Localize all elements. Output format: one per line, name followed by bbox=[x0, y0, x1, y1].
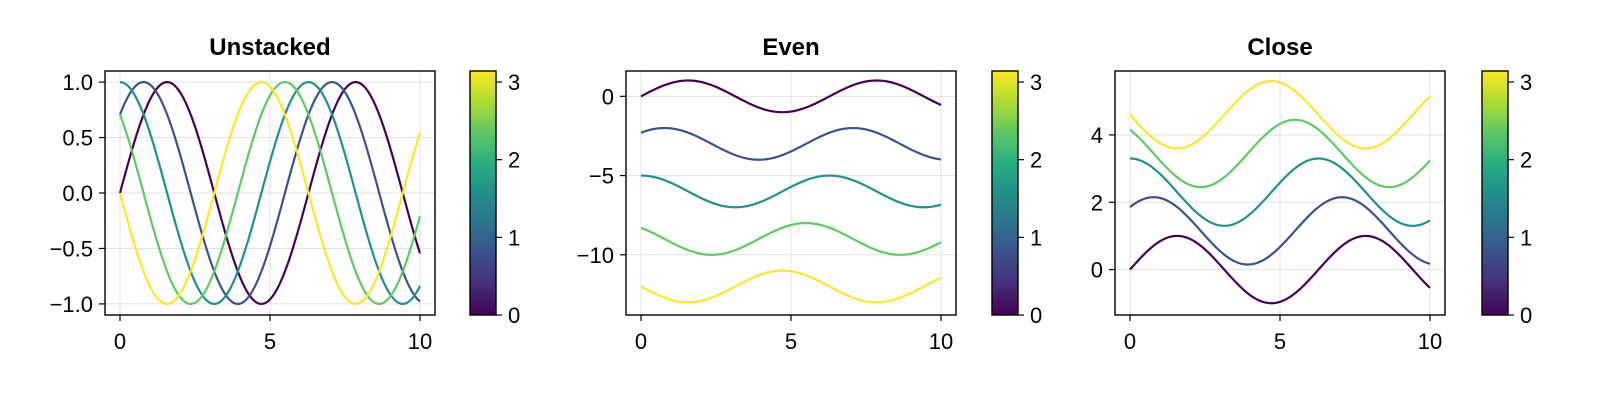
colorbar-frame bbox=[1481, 70, 1509, 316]
panel-even: Even 0 5 10 0 −5 −10 0 1 2 3 bbox=[577, 34, 1043, 354]
series-line-4 bbox=[118, 80, 422, 305]
colorbar: 0 1 2 3 bbox=[991, 70, 1042, 328]
y-tick-label: −1.0 bbox=[50, 292, 93, 317]
ticks: 0 5 10 0 2 4 bbox=[1091, 123, 1442, 354]
chart-title: Unstacked bbox=[209, 34, 330, 61]
series-group bbox=[118, 80, 422, 306]
y-tick-label: 2 bbox=[1091, 190, 1103, 215]
colorbar-frame bbox=[469, 70, 497, 316]
y-tick-label: 0.5 bbox=[62, 126, 93, 151]
y-tick-label: −5 bbox=[589, 164, 614, 189]
y-tick-label: −0.5 bbox=[50, 236, 93, 261]
series-line-2 bbox=[1129, 157, 1431, 227]
y-tick-label: 4 bbox=[1091, 123, 1103, 148]
series-line-3 bbox=[1129, 118, 1431, 189]
gridlines bbox=[626, 71, 956, 315]
series-line-2 bbox=[640, 174, 942, 209]
series-line-3 bbox=[640, 222, 942, 256]
series-line-0 bbox=[640, 79, 942, 114]
chart-title: Close bbox=[1247, 34, 1312, 61]
colorbar-tick-label: 2 bbox=[508, 148, 520, 173]
colorbar-tick-label: 3 bbox=[1030, 70, 1042, 95]
gridlines bbox=[105, 71, 435, 315]
colorbar-frame bbox=[991, 70, 1019, 316]
series-line-1 bbox=[1129, 196, 1431, 266]
series-line-1 bbox=[640, 126, 942, 161]
y-tick-label: 1.0 bbox=[62, 70, 93, 95]
colorbar-tick-label: 0 bbox=[1030, 303, 1042, 328]
y-tick-label: −10 bbox=[577, 243, 614, 268]
series-group bbox=[1129, 80, 1431, 305]
x-tick-label: 0 bbox=[114, 329, 126, 354]
colorbar-gradient bbox=[1482, 71, 1508, 315]
series-line-2 bbox=[119, 80, 421, 306]
x-tick-label: 0 bbox=[635, 329, 647, 354]
colorbar-gradient bbox=[470, 71, 496, 315]
x-tick-label: 0 bbox=[1124, 329, 1136, 354]
x-tick-label: 10 bbox=[929, 329, 953, 354]
chart-title: Even bbox=[762, 34, 819, 61]
gridlines bbox=[1115, 71, 1445, 315]
y-tick-label: 0.0 bbox=[62, 181, 93, 206]
x-tick-label: 5 bbox=[1274, 329, 1286, 354]
y-tick-label: 0 bbox=[1091, 258, 1103, 283]
colorbar-tick-label: 3 bbox=[508, 70, 520, 95]
colorbar-tick-label: 2 bbox=[1520, 148, 1532, 173]
colorbar-gradient bbox=[992, 71, 1018, 315]
colorbar-tick-label: 0 bbox=[508, 303, 520, 328]
ticks: 0 5 10 0 −5 −10 bbox=[577, 84, 954, 354]
series-group bbox=[640, 79, 942, 304]
colorbar-tick-label: 3 bbox=[1520, 70, 1532, 95]
colorbar-tick-label: 0 bbox=[1520, 303, 1532, 328]
series-line-0 bbox=[1129, 234, 1431, 305]
x-tick-label: 10 bbox=[408, 329, 432, 354]
x-tick-label: 10 bbox=[1418, 329, 1442, 354]
series-line-4 bbox=[640, 269, 942, 304]
panel-close: Close 0 5 10 0 2 4 0 1 2 3 bbox=[1091, 34, 1533, 354]
panel-unstacked: Unstacked 0 5 10 −1.0 −0.5 0.0 0.5 1.0 0 1 2 3 bbox=[50, 34, 521, 354]
colorbar: 0 1 2 3 bbox=[1481, 70, 1532, 328]
colorbar-tick-label: 1 bbox=[1520, 225, 1532, 250]
colorbar: 0 1 2 3 bbox=[469, 70, 520, 328]
x-tick-label: 5 bbox=[785, 329, 797, 354]
x-tick-label: 5 bbox=[264, 329, 276, 354]
series-line-0 bbox=[118, 81, 422, 306]
series-line-1 bbox=[118, 80, 421, 305]
colorbar-tick-label: 2 bbox=[1030, 148, 1042, 173]
y-tick-label: 0 bbox=[602, 84, 614, 109]
ticks: 0 5 10 −1.0 −0.5 0.0 0.5 1.0 bbox=[50, 70, 433, 354]
colorbar-tick-label: 1 bbox=[1030, 225, 1042, 250]
series-line-4 bbox=[1129, 80, 1431, 150]
colorbar-tick-label: 1 bbox=[508, 225, 520, 250]
series-line-3 bbox=[118, 80, 422, 305]
